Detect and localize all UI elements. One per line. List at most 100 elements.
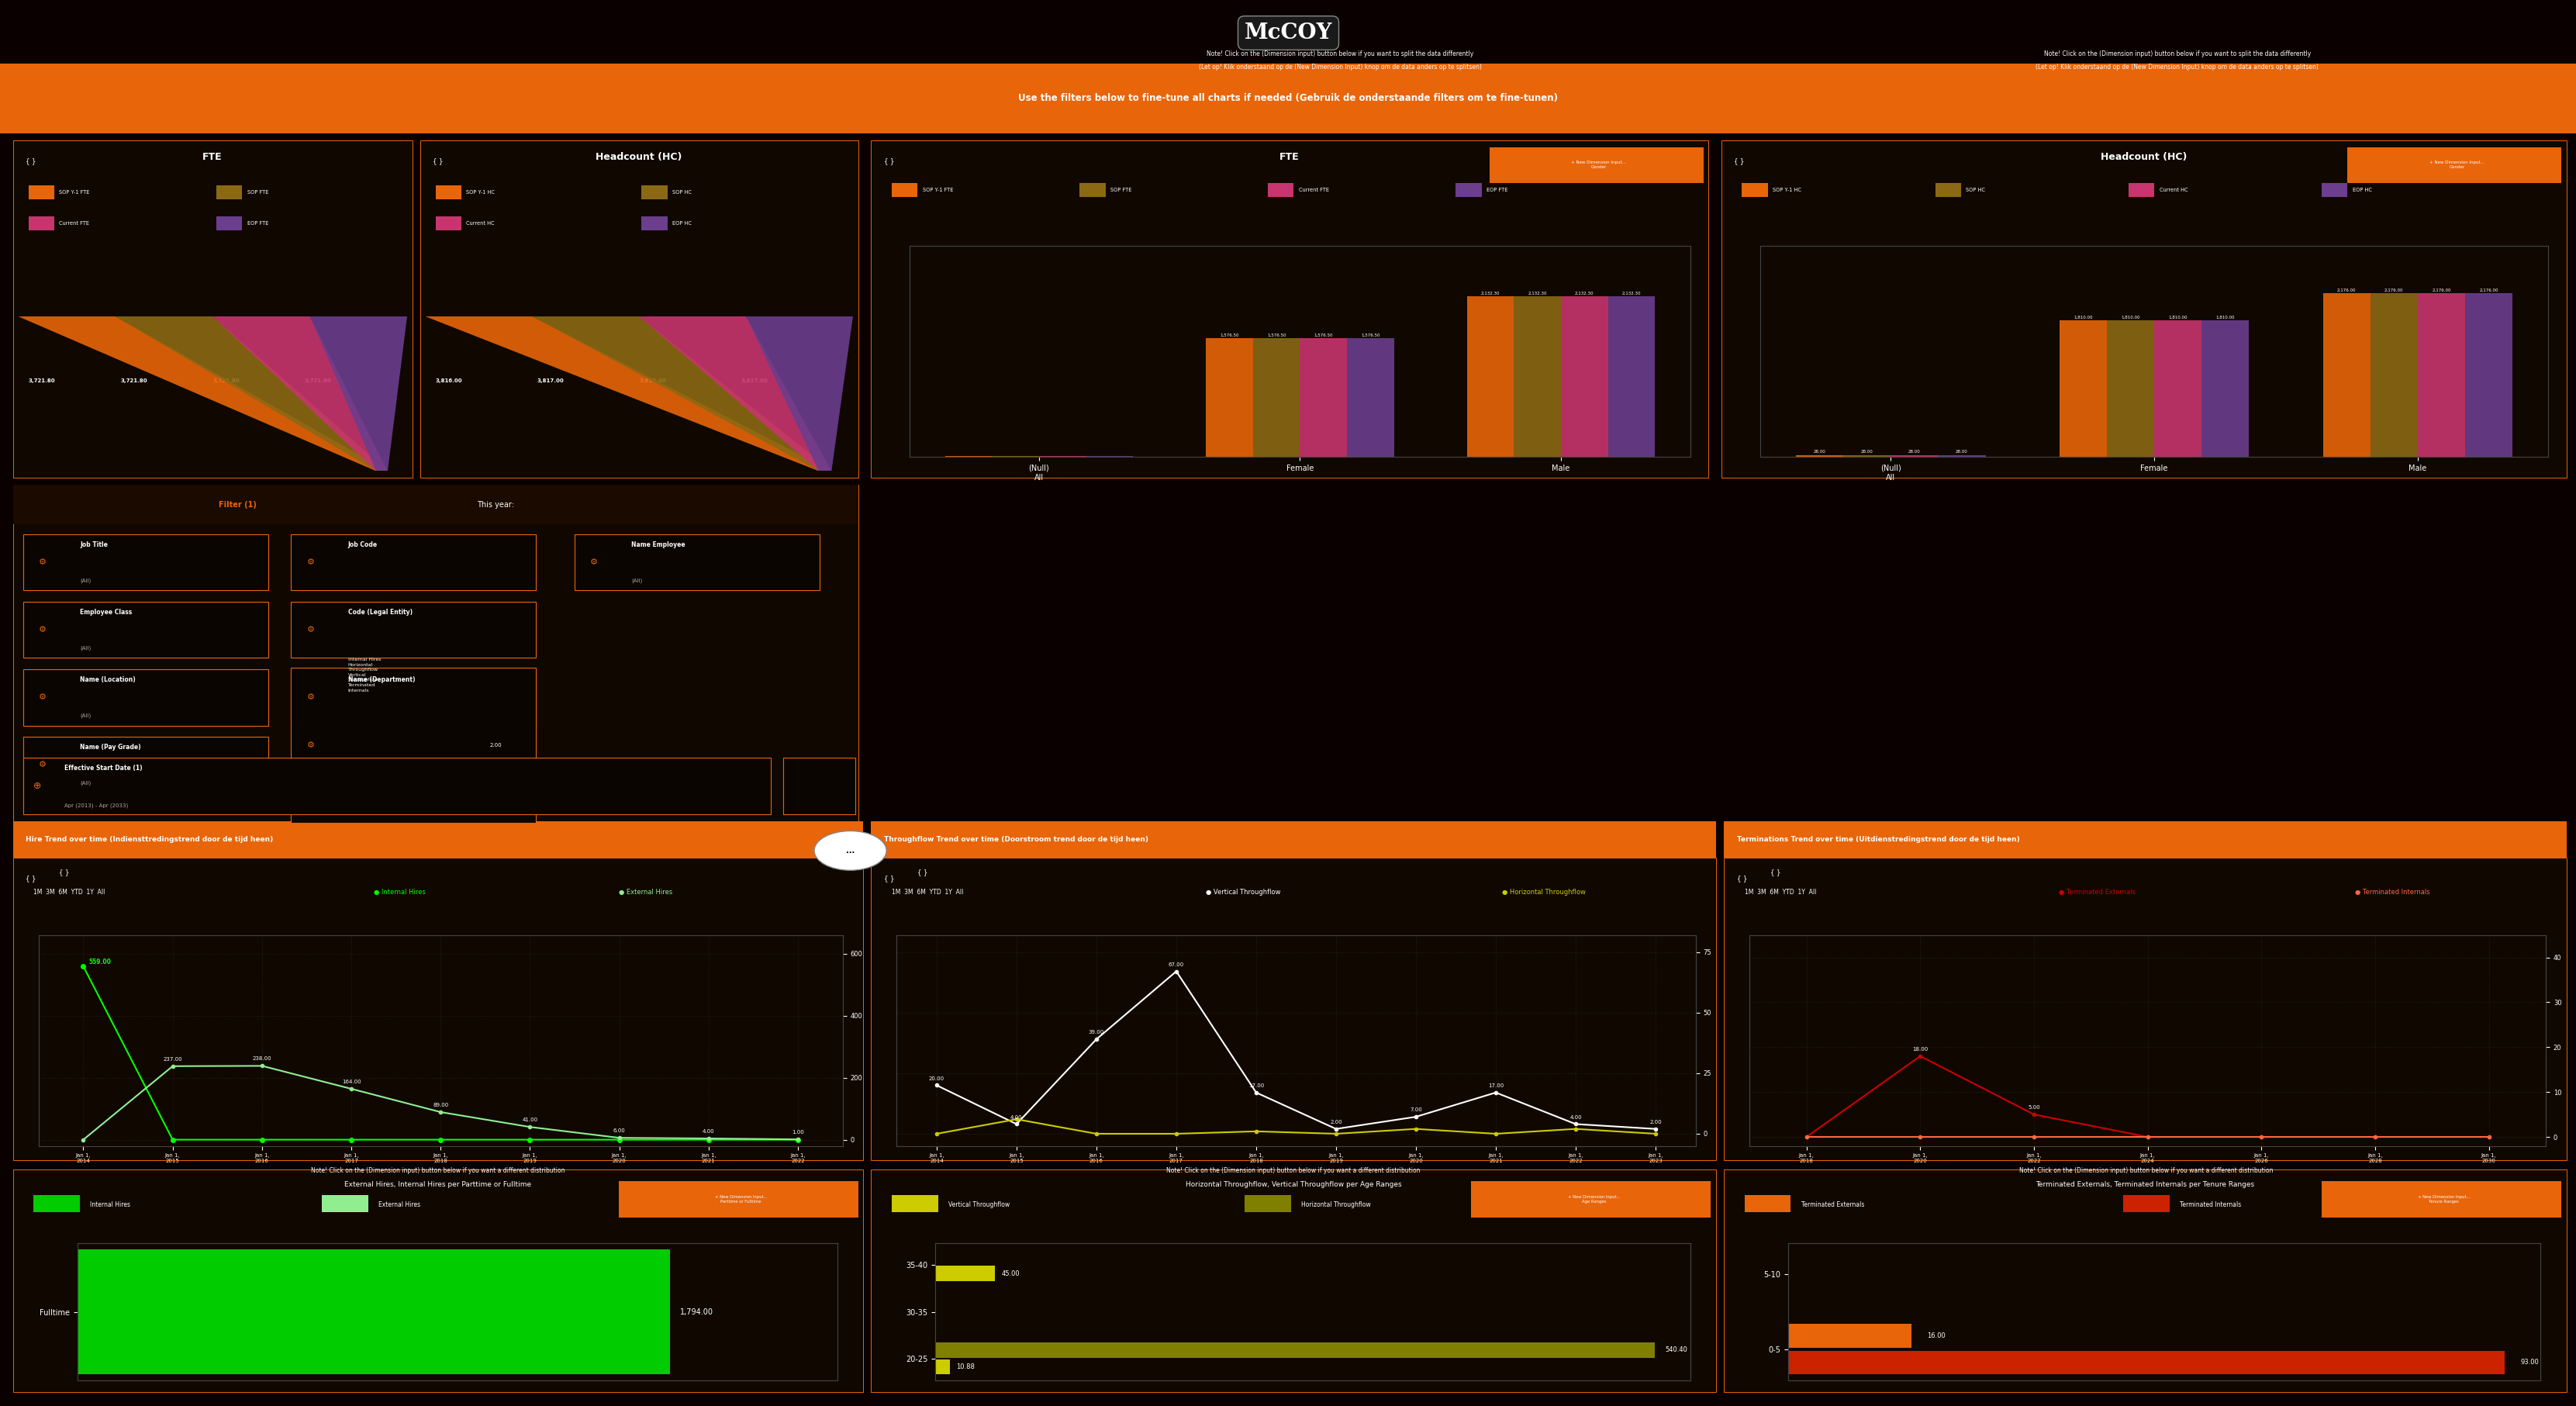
Bar — [935, 1360, 951, 1375]
Text: Note! Click on the (Dimension input) button below if you want to split the data : Note! Click on the (Dimension input) but… — [2043, 51, 2311, 58]
Text: 237.00: 237.00 — [162, 1057, 183, 1062]
Text: EOP FTE: EOP FTE — [1486, 187, 1507, 193]
Text: 2,132.30: 2,132.30 — [1620, 291, 1641, 295]
FancyBboxPatch shape — [1471, 1181, 1710, 1218]
Text: EOP FTE: EOP FTE — [247, 221, 268, 226]
Text: Internal Hires
Horizontal
Throughflow
Vertical
Throughflow
Terminated
Internals: Internal Hires Horizontal Throughflow Ve… — [348, 658, 381, 692]
FancyBboxPatch shape — [871, 1170, 1716, 1392]
Text: { }: { } — [1736, 875, 1747, 882]
Polygon shape — [309, 316, 407, 471]
FancyBboxPatch shape — [1489, 148, 1703, 183]
Text: 1,576.50: 1,576.50 — [1267, 333, 1285, 337]
Text: Current HC: Current HC — [2159, 187, 2187, 193]
Text: (Let op! Klik onderstaand op de (New Dimension Input) knop om de data anders op : (Let op! Klik onderstaand op de (New Dim… — [2035, 63, 2318, 70]
Text: Name (Pay Grade): Name (Pay Grade) — [80, 744, 142, 751]
Polygon shape — [116, 316, 386, 471]
Text: ⚙: ⚙ — [307, 558, 314, 567]
Text: 1,810.00: 1,810.00 — [2215, 315, 2233, 319]
Text: Note! Click on the (Dimension input) button below if you want a different distri: Note! Click on the (Dimension input) but… — [2020, 1167, 2272, 1174]
Text: This year:: This year: — [477, 501, 513, 509]
Text: Headcount (HC): Headcount (HC) — [2099, 152, 2187, 162]
Polygon shape — [747, 316, 853, 471]
Bar — [641, 217, 667, 231]
Text: 3,721.80: 3,721.80 — [28, 378, 54, 384]
Bar — [2058, 321, 2107, 457]
Text: Current HC: Current HC — [466, 221, 495, 226]
Text: ● Internal Hires: ● Internal Hires — [374, 889, 425, 896]
Text: (All): (All) — [80, 713, 90, 718]
FancyBboxPatch shape — [13, 485, 858, 823]
Bar — [1455, 183, 1481, 197]
Text: External Hires, Internal Hires per Parttime or Fulltime: External Hires, Internal Hires per Partt… — [345, 1181, 531, 1188]
Text: 28.00: 28.00 — [1814, 450, 1824, 454]
Text: Note! Click on the (Dimension input) button below if you want to split the data : Note! Click on the (Dimension input) but… — [1206, 51, 1473, 58]
FancyBboxPatch shape — [23, 534, 268, 591]
Text: SOP Y-1 FTE: SOP Y-1 FTE — [59, 190, 90, 195]
FancyBboxPatch shape — [291, 668, 536, 823]
Text: 1M  3M  6M  YTD  1Y  All: 1M 3M 6M YTD 1Y All — [1744, 889, 1816, 896]
Bar — [1788, 1323, 1911, 1347]
Polygon shape — [531, 316, 832, 471]
Text: 1.00: 1.00 — [791, 1130, 804, 1135]
FancyBboxPatch shape — [783, 758, 855, 814]
Text: McCOY: McCOY — [1244, 22, 1332, 44]
Text: ⚙: ⚙ — [39, 626, 46, 634]
Bar — [322, 1195, 368, 1212]
Bar — [435, 217, 461, 231]
Text: Throughflow Trend over time (Doorstroom trend door de tijd heen): Throughflow Trend over time (Doorstroom … — [884, 837, 1149, 842]
Text: SOP Y-1 HC: SOP Y-1 HC — [1772, 187, 1801, 193]
FancyBboxPatch shape — [0, 63, 2576, 134]
Bar — [2416, 292, 2465, 457]
Text: 3,817.00: 3,817.00 — [639, 378, 665, 384]
Text: 238.00: 238.00 — [252, 1057, 270, 1062]
Text: 1M  3M  6M  YTD  1Y  All: 1M 3M 6M YTD 1Y All — [33, 889, 106, 896]
Text: Terminated Externals: Terminated Externals — [1801, 1202, 1862, 1208]
Bar — [77, 1249, 670, 1375]
Text: 3,721.80: 3,721.80 — [211, 378, 240, 384]
Text: EOP HC: EOP HC — [672, 221, 693, 226]
FancyBboxPatch shape — [23, 602, 268, 658]
FancyBboxPatch shape — [2347, 148, 2561, 183]
Text: 3,816.00: 3,816.00 — [435, 378, 461, 384]
Polygon shape — [211, 316, 386, 471]
Bar — [2321, 292, 2370, 457]
FancyBboxPatch shape — [1723, 858, 2566, 1160]
Text: ● Terminated Internals: ● Terminated Internals — [2354, 889, 2429, 896]
Text: 28.00: 28.00 — [1860, 450, 1873, 454]
Text: { }: { } — [884, 157, 894, 165]
Text: Employee Class: Employee Class — [80, 609, 131, 616]
Bar — [891, 183, 917, 197]
Text: ⚙: ⚙ — [39, 761, 46, 769]
Text: (All): (All) — [80, 645, 90, 651]
Bar — [1466, 297, 1515, 457]
Text: Terminated Externals, Terminated Internals per Tenure Ranges: Terminated Externals, Terminated Interna… — [2035, 1181, 2254, 1188]
Text: EOP HC: EOP HC — [2352, 187, 2372, 193]
Text: { }: { } — [1734, 157, 1744, 165]
FancyBboxPatch shape — [13, 821, 863, 858]
FancyBboxPatch shape — [574, 534, 819, 591]
Text: Horizontal Throughflow: Horizontal Throughflow — [1301, 1202, 1370, 1208]
Text: 4.00: 4.00 — [1010, 1115, 1023, 1119]
Text: 45.00: 45.00 — [1002, 1270, 1020, 1277]
Text: 2.00: 2.00 — [1329, 1119, 1342, 1125]
Bar — [1079, 183, 1105, 197]
Text: 1,576.50: 1,576.50 — [1314, 333, 1332, 337]
Text: + New Dimension Input...
Gender: + New Dimension Input... Gender — [2429, 160, 2483, 169]
Text: (All): (All) — [80, 578, 90, 583]
Text: ⊕: ⊕ — [33, 780, 41, 792]
Text: 18.00: 18.00 — [1911, 1047, 1927, 1052]
Bar — [1267, 183, 1293, 197]
Text: 4.00: 4.00 — [703, 1129, 714, 1133]
Text: Terminated Internals: Terminated Internals — [2179, 1202, 2241, 1208]
Text: 28.00: 28.00 — [1955, 450, 1968, 454]
Text: { }: { } — [26, 157, 36, 165]
Bar — [2321, 183, 2347, 197]
Bar — [2128, 183, 2154, 197]
Bar — [1244, 1195, 1291, 1212]
Text: { }: { } — [884, 875, 894, 882]
Bar — [1935, 183, 1960, 197]
FancyBboxPatch shape — [871, 141, 1708, 478]
Text: 1,794.00: 1,794.00 — [680, 1308, 714, 1316]
Text: 17.00: 17.00 — [1247, 1083, 1265, 1088]
Bar — [28, 186, 54, 200]
